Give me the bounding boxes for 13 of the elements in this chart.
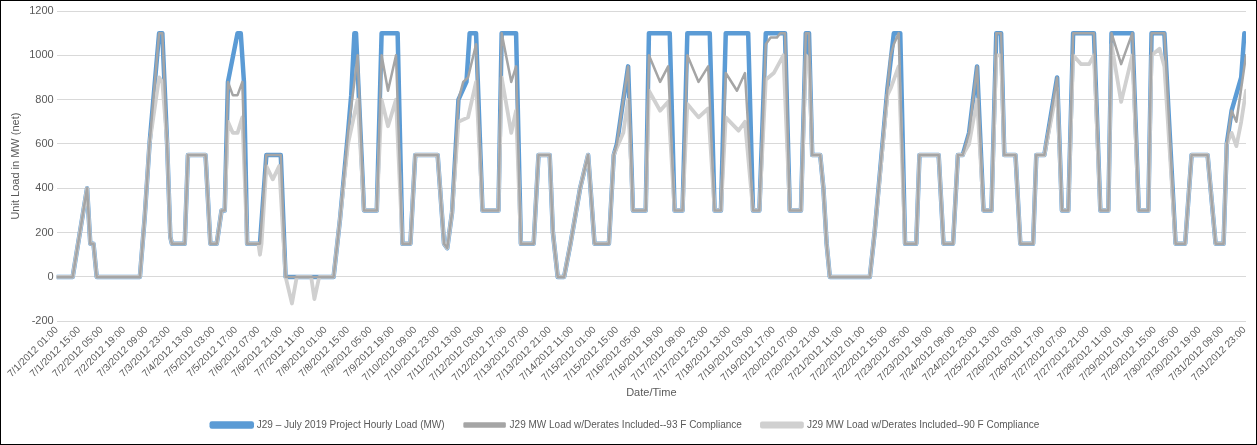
legend-label: J29 – July 2019 Project Hourly Load (MW) [256, 418, 445, 430]
y-tick-label: 600 [35, 136, 54, 149]
y-tick-label: 800 [35, 92, 54, 105]
y-tick-label: 0 [47, 269, 54, 282]
y-tick-label: 1000 [29, 48, 54, 61]
x-axis-title: Date/Time [626, 386, 677, 399]
y-tick-label: 400 [35, 181, 54, 194]
y-tick-label: 200 [35, 225, 54, 238]
y-axis-title: Unit Load in MW (net) [8, 112, 21, 220]
legend-label: J29 MW Load w/Derates Included--93 F Compliance [509, 418, 743, 430]
y-tick-label: 1200 [29, 4, 54, 17]
y-tick-label: -200 [31, 314, 54, 327]
legend-label: J29 MW Load w/Derates Included--90 F Compliance [806, 418, 1040, 430]
